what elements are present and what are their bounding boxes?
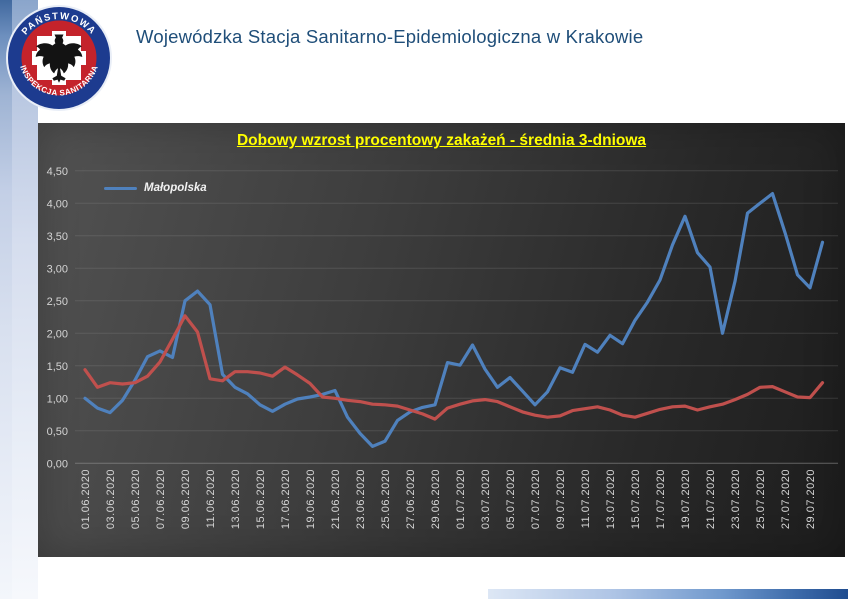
x-axis-tick: 27.06.2020 — [405, 469, 417, 529]
x-axis-tick: 09.06.2020 — [180, 469, 192, 529]
sanitary-inspection-logo: PAŃSTWOWA INSPEKCJA SANITARNA — [6, 5, 112, 111]
x-axis-tick: 03.06.2020 — [105, 469, 117, 529]
y-axis-tick: 0,00 — [47, 458, 68, 470]
x-axis-tick: 27.07.2020 — [780, 469, 792, 529]
x-axis-tick: 07.07.2020 — [530, 469, 542, 529]
x-axis-tick: 23.07.2020 — [730, 469, 742, 529]
x-axis-tick: 25.06.2020 — [380, 469, 392, 529]
x-axis-tick: 13.07.2020 — [605, 469, 617, 529]
x-axis-tick: 17.07.2020 — [655, 469, 667, 529]
x-axis-tick: 19.07.2020 — [680, 469, 692, 529]
x-axis-tick: 05.06.2020 — [130, 469, 142, 529]
eagle-icon — [35, 34, 83, 83]
x-axis-tick: 11.07.2020 — [580, 469, 592, 528]
x-axis-tick: 05.07.2020 — [505, 469, 517, 529]
x-axis-tick: 07.06.2020 — [155, 469, 167, 529]
x-axis-tick: 01.07.2020 — [455, 469, 467, 529]
x-axis-tick: 01.06.2020 — [80, 469, 92, 529]
x-axis-tick: 11.06.2020 — [205, 469, 217, 528]
x-axis-tick: 25.07.2020 — [755, 469, 767, 529]
y-axis-tick: 4,50 — [47, 166, 68, 178]
series-line-series2 — [83, 314, 825, 421]
y-axis-tick: 3,00 — [47, 263, 68, 275]
x-axis-tick: 21.06.2020 — [330, 469, 342, 529]
y-axis-tick: 1,50 — [47, 361, 68, 373]
chart-title: Dobowy wzrost procentowy zakażeń - średn… — [236, 132, 647, 149]
y-axis-tick: 1,00 — [47, 393, 68, 405]
legend-line-swatch-malopolska — [104, 186, 137, 190]
y-axis-tick: 2,50 — [47, 296, 68, 308]
x-axis-tick: 23.06.2020 — [355, 469, 367, 529]
x-axis-tick: 29.06.2020 — [430, 469, 442, 529]
x-axis-tick: 15.06.2020 — [255, 469, 267, 529]
x-axis-tick: 09.07.2020 — [555, 469, 567, 529]
line-chart: 0,00 0,50 1,00 1,50 2,00 2,50 3,00 3,50 4,00 4,50… — [47, 166, 838, 529]
bottom-accent-bar — [488, 589, 848, 599]
y-axis-tick: 0,50 — [47, 426, 68, 438]
x-axis-tick: 21.07.2020 — [705, 469, 717, 529]
x-axis-tick: 03.07.2020 — [480, 469, 492, 529]
x-axis-tick: 13.06.2020 — [230, 469, 242, 529]
x-axis-tick: 19.06.2020 — [305, 469, 317, 529]
page-title: Wojewódzka Stacja Sanitarno-Epidemiologi… — [136, 26, 644, 47]
legend-label-malopolska: Małopolska — [144, 182, 207, 194]
x-axis-tick: 15.07.2020 — [630, 469, 642, 529]
series-line-Małopolska — [83, 191, 825, 448]
x-axis-tick: 29.07.2020 — [805, 469, 817, 529]
y-axis-tick: 3,50 — [47, 231, 68, 243]
x-axis-tick: 17.06.2020 — [280, 469, 292, 529]
chart-legend: Małopolska — [104, 182, 207, 194]
y-axis-tick: 2,00 — [47, 328, 68, 340]
y-axis-tick: 4,00 — [47, 198, 68, 210]
chart-panel: 0,00 0,50 1,00 1,50 2,00 2,50 3,00 3,50 4,00 4,50… — [38, 123, 845, 557]
